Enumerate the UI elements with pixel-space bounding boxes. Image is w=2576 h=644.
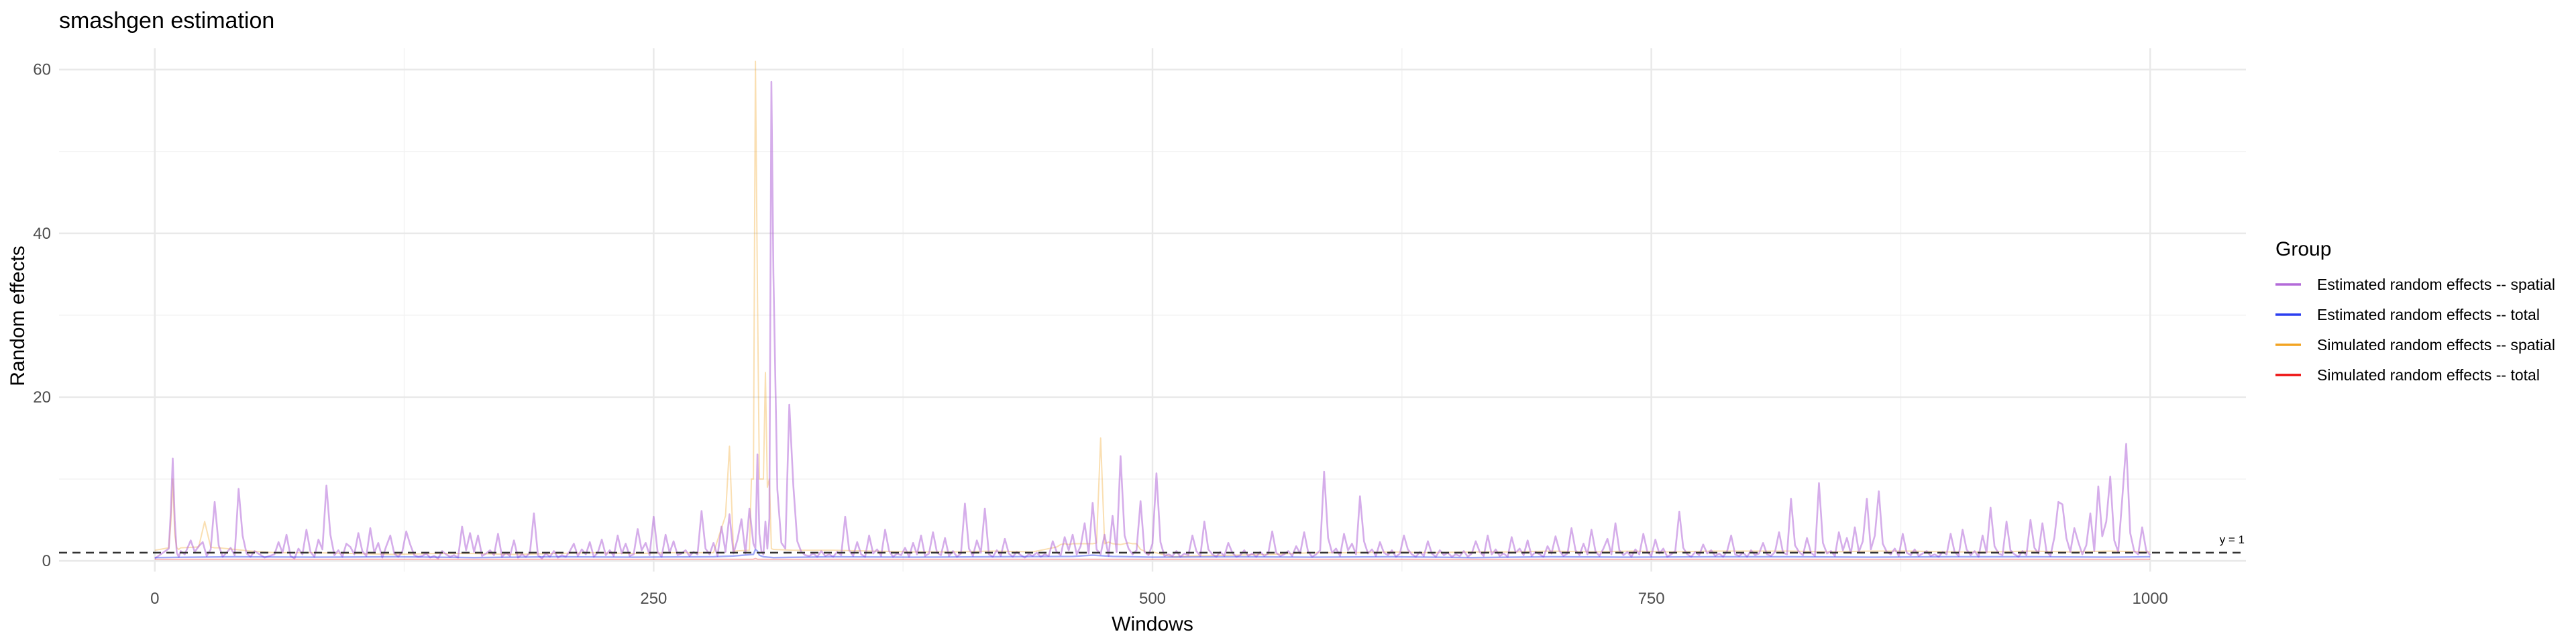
legend-title: Group xyxy=(2275,238,2331,260)
legend-items: Estimated random effects -- spatial Estim… xyxy=(2275,276,2555,384)
y-axis-title: Random effects xyxy=(7,246,29,386)
x-tick-label: 750 xyxy=(1638,590,1665,608)
x-tick-label: 1000 xyxy=(2133,590,2168,608)
legend: Group Estimated random effects -- spatia… xyxy=(2275,238,2555,384)
reference-line-label: y = 1 xyxy=(2220,533,2245,546)
x-tick-label: 250 xyxy=(640,590,667,608)
series-line-2 xyxy=(154,548,2151,559)
series-line-1 xyxy=(154,80,2151,559)
x-axis-title: Windows xyxy=(1112,613,1193,635)
y-tick-label: 40 xyxy=(33,225,51,243)
x-tick-label: 0 xyxy=(150,590,159,608)
x-axis-ticks: 0 250 500 750 1000 xyxy=(150,590,2168,608)
legend-label-3: Simulated random effects -- spatial xyxy=(2317,336,2555,354)
y-axis-ticks: 0 20 40 60 xyxy=(33,61,51,570)
y-tick-label: 60 xyxy=(33,61,51,79)
x-tick-label: 500 xyxy=(1139,590,1166,608)
legend-label-2: Estimated random effects -- total xyxy=(2317,306,2540,323)
grid-major xyxy=(59,48,2246,572)
legend-label-4: Simulated random effects -- total xyxy=(2317,366,2540,384)
y-tick-label: 0 xyxy=(42,552,51,570)
chart-title: smashgen estimation xyxy=(59,8,274,34)
y-tick-label: 20 xyxy=(33,388,51,407)
legend-label-1: Estimated random effects -- spatial xyxy=(2317,276,2555,293)
